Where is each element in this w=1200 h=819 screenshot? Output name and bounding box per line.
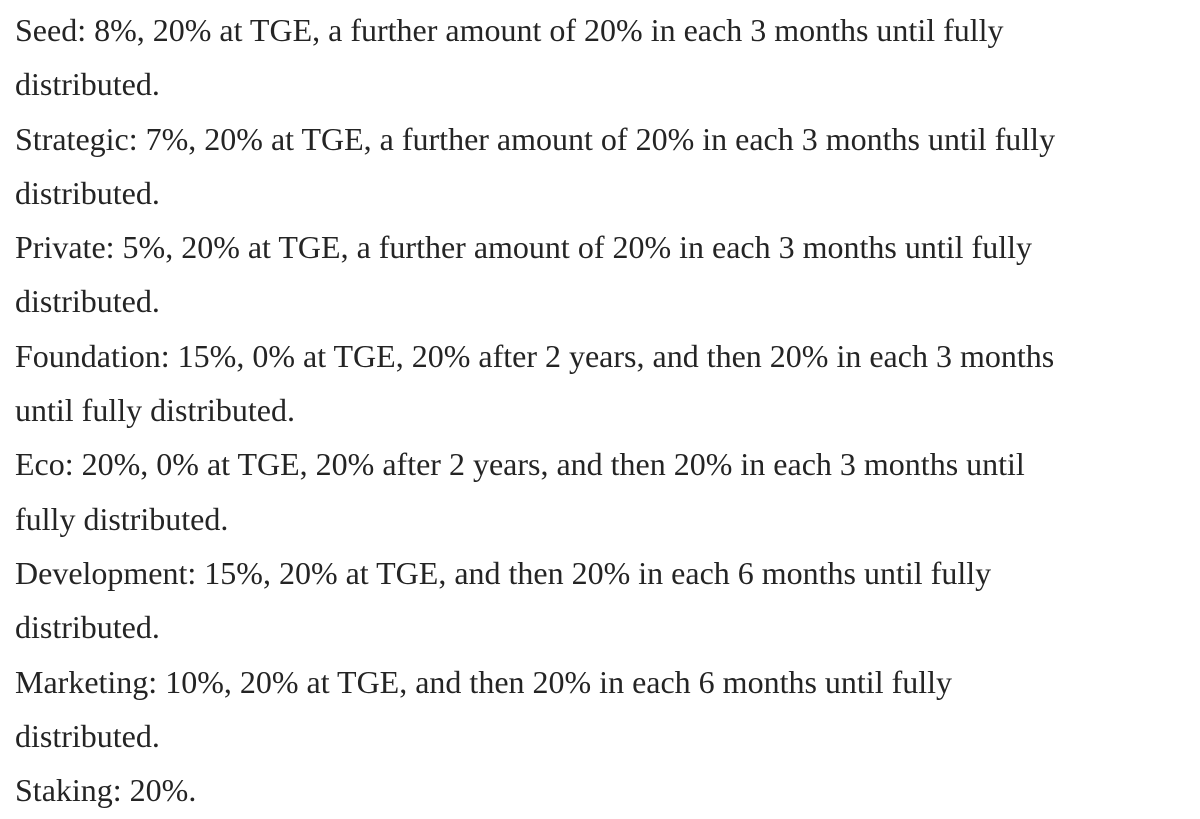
paragraph: Foundation: 15%, 0% at TGE, 20% after 2 …: [15, 329, 1200, 438]
text-line: Marketing: 10%, 20% at TGE, and then 20%…: [15, 663, 953, 700]
text-line: distributed.: [15, 174, 160, 211]
text-line: fully distributed.: [15, 500, 229, 537]
paragraph: Seed: 8%, 20% at TGE, a further amount o…: [15, 3, 1200, 112]
text-line: Staking: 20%.: [15, 772, 197, 809]
paragraph: Strategic: 7%, 20% at TGE, a further amo…: [15, 112, 1200, 221]
paragraph: Marketing: 10%, 20% at TGE, and then 20%…: [15, 655, 1200, 764]
paragraph: Development: 15%, 20% at TGE, and then 2…: [15, 546, 1200, 655]
text-line: distributed.: [15, 66, 160, 103]
paragraph: Staking: 20%.: [15, 763, 1200, 817]
paragraph: Eco: 20%, 0% at TGE, 20% after 2 years, …: [15, 437, 1200, 546]
paragraph: Private: 5%, 20% at TGE, a further amoun…: [15, 220, 1200, 329]
text-line: until fully distributed.: [15, 392, 295, 429]
text-line: Seed: 8%, 20% at TGE, a further amount o…: [15, 12, 1004, 48]
text-line: Development: 15%, 20% at TGE, and then 2…: [15, 554, 992, 591]
text-line: Strategic: 7%, 20% at TGE, a further amo…: [15, 120, 1056, 157]
text-line: Eco: 20%, 0% at TGE, 20% after 2 years, …: [15, 446, 1025, 483]
text-line: distributed.: [15, 283, 160, 320]
text-line: Private: 5%, 20% at TGE, a further amoun…: [15, 229, 1032, 266]
text-line: Foundation: 15%, 0% at TGE, 20% after 2 …: [15, 337, 1055, 374]
text-line: distributed.: [15, 717, 160, 754]
text-line: distributed.: [15, 609, 160, 646]
